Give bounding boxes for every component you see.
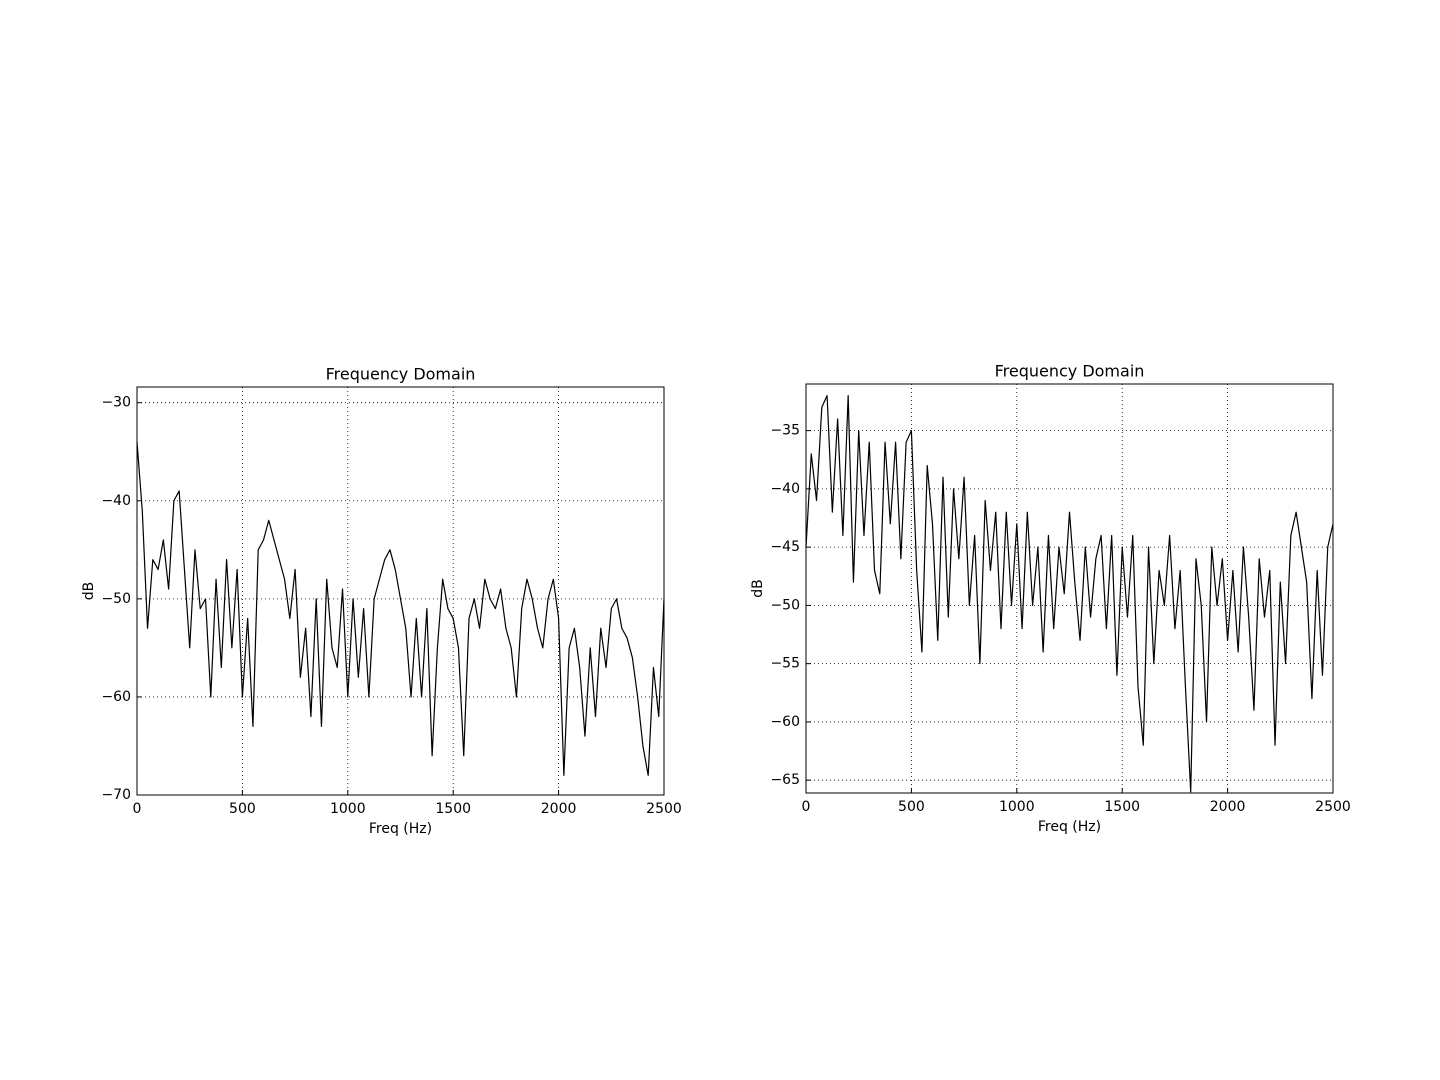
y-tick-label: −50 bbox=[101, 591, 131, 607]
y-tick-label: −45 bbox=[770, 539, 800, 555]
y-tick-label: −65 bbox=[770, 772, 800, 788]
plot-frame bbox=[805, 383, 1334, 794]
x-axis-label: Freq (Hz) bbox=[369, 821, 432, 837]
y-tick-label: −55 bbox=[770, 656, 800, 672]
x-tick-label: 0 bbox=[802, 799, 811, 815]
y-tick-label: −60 bbox=[770, 714, 800, 730]
plot-frame bbox=[136, 386, 665, 796]
x-tick-label: 500 bbox=[898, 799, 925, 815]
x-tick-label: 1000 bbox=[999, 799, 1035, 815]
y-tick-label: −35 bbox=[770, 423, 800, 439]
x-tick-label: 2500 bbox=[646, 801, 682, 817]
x-tick-label: 2000 bbox=[1210, 799, 1246, 815]
x-tick-label: 500 bbox=[229, 801, 256, 817]
chart-title: Frequency Domain bbox=[326, 365, 476, 384]
x-tick-label: 1000 bbox=[330, 801, 366, 817]
y-tick-label: −50 bbox=[770, 597, 800, 613]
x-tick-label: 0 bbox=[133, 801, 142, 817]
y-tick-label: −40 bbox=[101, 493, 131, 509]
chart-title: Frequency Domain bbox=[995, 362, 1145, 381]
y-axis-label: dB bbox=[750, 579, 766, 598]
x-tick-label: 1500 bbox=[1104, 799, 1140, 815]
y-tick-label: −70 bbox=[101, 787, 131, 803]
y-axis-label: dB bbox=[81, 582, 97, 601]
data-line bbox=[805, 395, 1334, 793]
y-tick-label: −60 bbox=[101, 689, 131, 705]
y-tick-label: −30 bbox=[101, 395, 131, 411]
data-line bbox=[136, 441, 665, 776]
y-tick-label: −40 bbox=[770, 481, 800, 497]
x-tick-label: 1500 bbox=[435, 801, 471, 817]
x-tick-label: 2500 bbox=[1315, 799, 1351, 815]
x-axis-label: Freq (Hz) bbox=[1038, 819, 1101, 835]
x-tick-label: 2000 bbox=[541, 801, 577, 817]
